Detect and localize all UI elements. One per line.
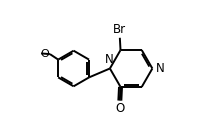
- Text: O: O: [41, 49, 49, 59]
- Text: N: N: [105, 53, 114, 66]
- Text: O: O: [115, 102, 124, 115]
- Text: N: N: [155, 62, 164, 75]
- Text: Br: Br: [113, 23, 126, 36]
